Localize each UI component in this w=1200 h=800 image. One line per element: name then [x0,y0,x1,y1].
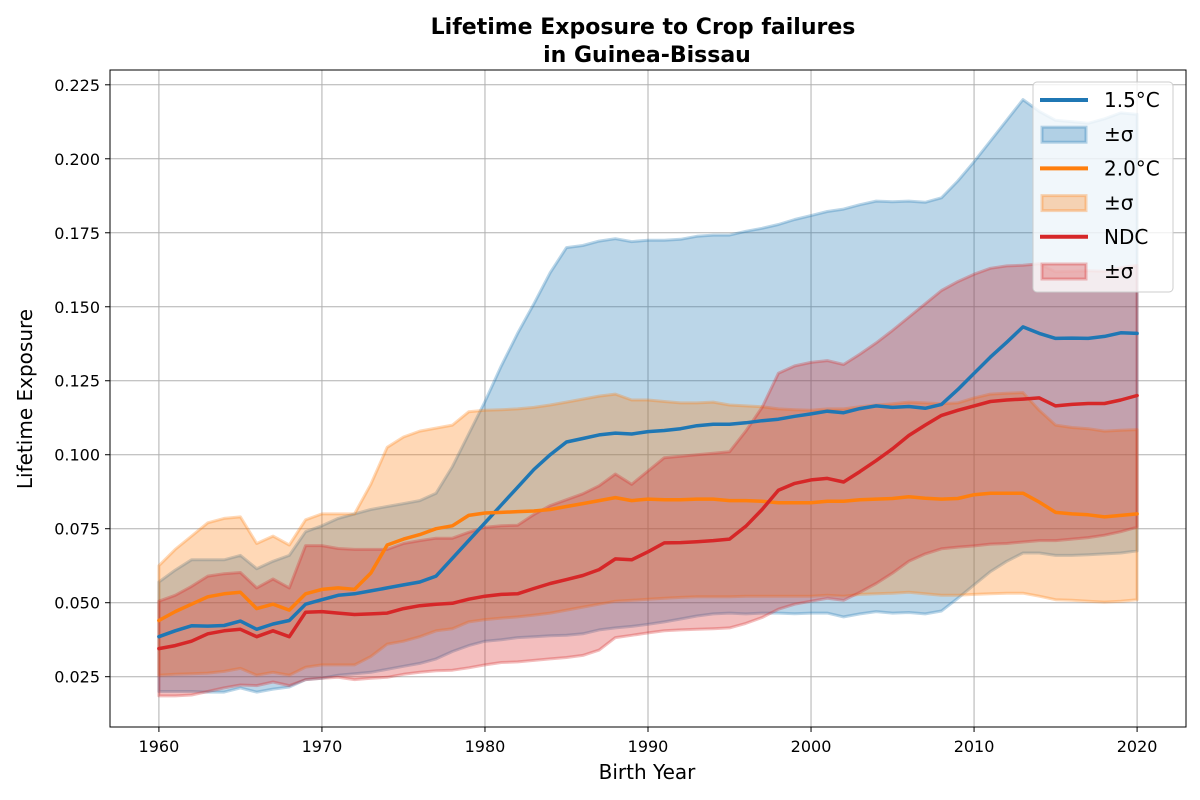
y-tick-label: 0.225 [54,76,100,95]
y-axis-label: Lifetime Exposure [13,309,37,489]
legend-box [1032,81,1174,293]
y-axis-ticks: 0.025 0.050 0.075 0.100 0.125 0.150 0.175 0.200… [54,76,110,687]
legend-band-swatch [1040,194,1088,213]
x-axis-label: Birth Year [599,760,696,784]
x-tick-label: 2000 [791,737,832,756]
uncertainty-band [157,391,1139,677]
y-tick-label: 0.050 [54,594,100,613]
series-line [157,393,1139,651]
legend-label: ±σ [1104,122,1134,146]
legend-label: 1.5°C [1104,88,1160,112]
uncertainty-band [157,262,1139,698]
y-tick-label: 0.075 [54,520,100,539]
x-tick-label: 1970 [302,737,343,756]
chart-title-line-2: in Guinea-Bissau [543,43,751,68]
x-tick-label: 1960 [139,737,180,756]
y-tick-label: 0.125 [54,372,100,391]
series-lines [157,325,1139,651]
legend: 1.5°C ±σ 2.0°C ±σ NDC ±σ [1032,81,1174,293]
series-line [157,491,1139,623]
uncertainty-band [157,98,1139,694]
uncertainty-bands [157,98,1139,698]
y-tick-label: 0.175 [54,224,100,243]
chart-title-line-1: Lifetime Exposure to Crop failures [431,15,856,40]
legend-label: NDC [1104,225,1148,249]
y-tick-label: 0.100 [54,446,100,465]
legend-band-swatch [1040,262,1088,281]
x-tick-label: 2020 [1117,737,1158,756]
x-tick-label: 2010 [954,737,995,756]
legend-band-swatch [1040,125,1088,144]
series-line [157,325,1139,639]
legend-label: ±σ [1104,191,1134,215]
y-tick-label: 0.200 [54,150,100,169]
y-tick-label: 0.025 [54,668,100,687]
x-tick-label: 1980 [465,737,506,756]
grid-lines [110,70,1186,727]
legend-label: 2.0°C [1104,156,1160,180]
x-tick-label: 1990 [628,737,669,756]
legend-label: ±σ [1104,259,1134,283]
x-axis-ticks: 1960 1970 1980 1990 2000 2010 2020 [139,727,1158,756]
y-tick-label: 0.150 [54,298,100,317]
